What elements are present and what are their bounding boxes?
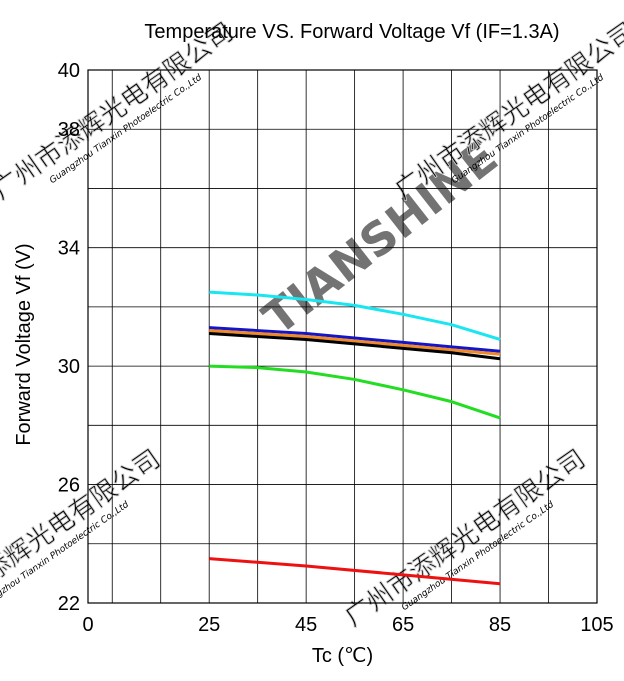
x-tick-label: 85 <box>489 614 511 636</box>
y-axis-label: Forward Voltage Vf (V) <box>13 243 35 445</box>
x-tick-label: 25 <box>198 614 220 636</box>
watermark-stamp-cn: 广州市添辉光电有限公司 <box>0 17 239 206</box>
y-tick-label: 30 <box>58 356 80 378</box>
y-tick-label: 40 <box>58 60 80 82</box>
x-tick-label: 0 <box>82 614 93 636</box>
watermark-stamp-cn: 广州市添辉光电有限公司 <box>340 444 591 633</box>
x-axis-label: Tc (℃) <box>312 645 373 667</box>
x-tick-label: 45 <box>295 614 317 636</box>
x-tick-label: 105 <box>580 614 613 636</box>
y-tick-label: 38 <box>58 119 80 141</box>
y-tick-label: 22 <box>58 593 80 615</box>
chart-title: Temperature VS. Forward Voltage Vf (IF=1… <box>144 21 559 43</box>
watermark-stamp-cn: 广州市添辉光电有限公司 <box>390 17 624 206</box>
tick-layer: 0 25 45 65 85 105 22 26 30 34 38 40 <box>58 60 614 636</box>
y-tick-label: 26 <box>58 475 80 497</box>
x-tick-label: 65 <box>392 614 414 636</box>
y-tick-label: 34 <box>58 238 80 260</box>
